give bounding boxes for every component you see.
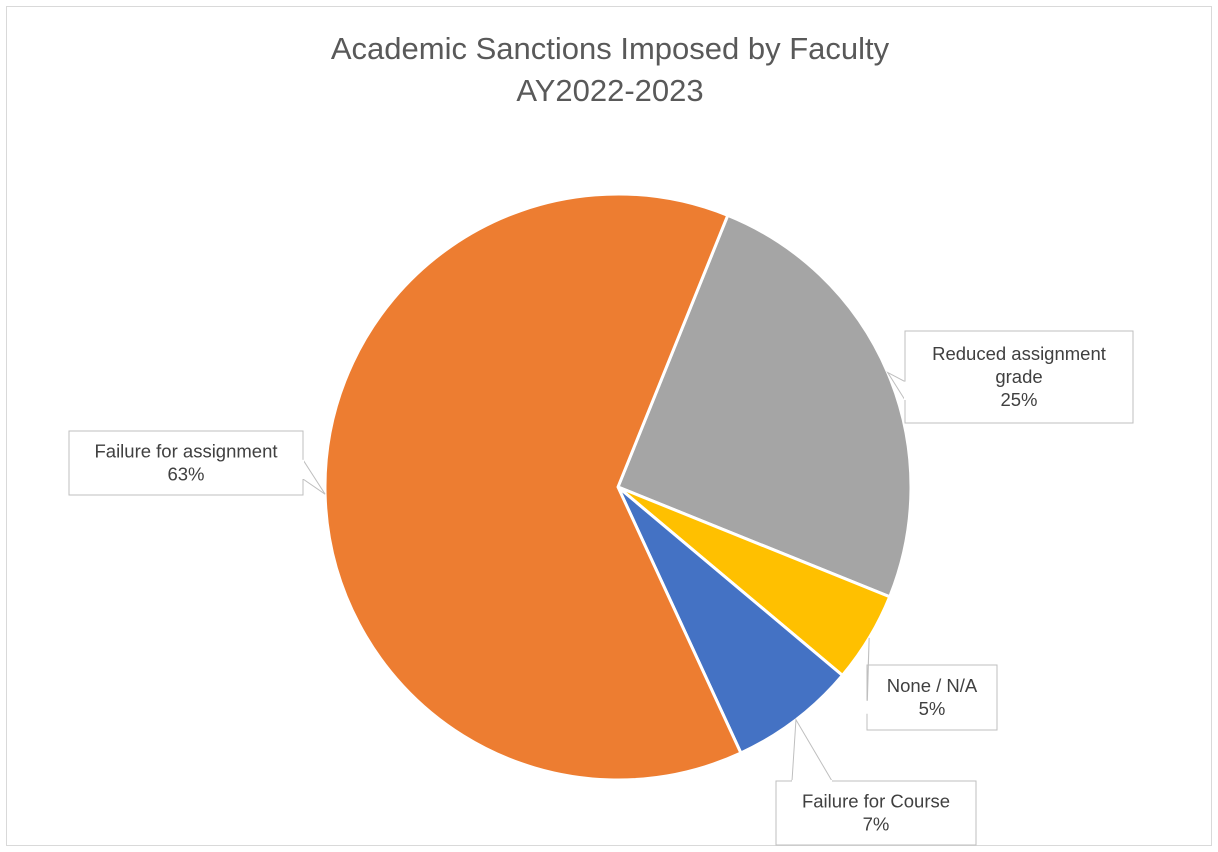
chart-title-line-2: AY2022-2023 [516, 73, 703, 108]
chart-title-line-1: Academic Sanctions Imposed by Faculty [331, 31, 890, 66]
data-label-category: Reduced assignment [932, 343, 1106, 364]
data-label-pointer [302, 458, 326, 495]
data-label-category: None / N/A [887, 675, 978, 696]
pie-slices [323, 192, 913, 782]
data-label-category: grade [995, 366, 1042, 387]
data-label-category: Failure for assignment [94, 441, 277, 462]
data-label-box [775, 780, 977, 846]
data-label-callout: None / N/A5% [866, 637, 998, 731]
chart-area: Academic Sanctions Imposed by Faculty AY… [6, 6, 1212, 846]
data-label-percent: 7% [863, 814, 890, 835]
data-label-box [68, 430, 304, 496]
data-label-percent: 5% [919, 698, 946, 719]
data-label-box [904, 330, 1134, 424]
data-label-box [866, 664, 998, 731]
data-label-percent: 25% [1000, 389, 1037, 410]
data-label-category: Failure for Course [802, 791, 950, 812]
data-label-pointer [791, 718, 833, 782]
data-label-percent: 63% [167, 464, 204, 485]
pie-chart: Academic Sanctions Imposed by Faculty AY… [68, 31, 1134, 846]
